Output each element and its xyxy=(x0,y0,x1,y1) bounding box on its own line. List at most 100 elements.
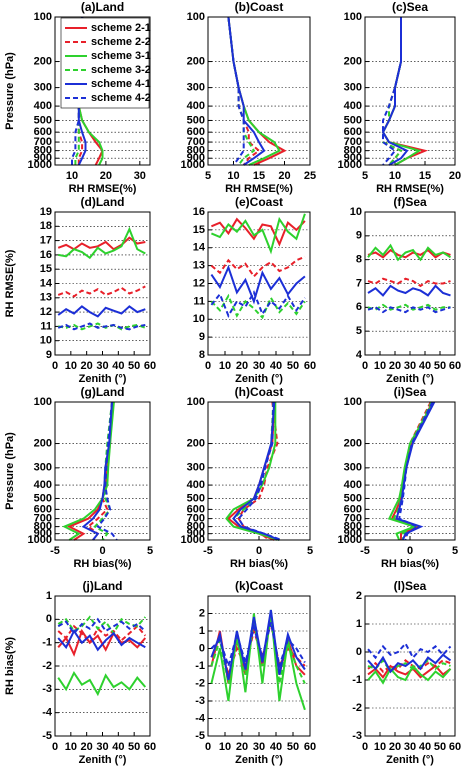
plot-frame xyxy=(207,595,311,737)
legend-label: scheme 2-2 xyxy=(91,36,151,48)
y-tick-label: 200 xyxy=(187,437,205,449)
x-tick-label: 5 xyxy=(147,545,153,557)
y-tick-label: 400 xyxy=(344,479,362,491)
y-tick-label: 12 xyxy=(193,277,205,289)
series-line xyxy=(237,401,282,541)
y-axis-label: Pressure (hPa) xyxy=(4,52,16,130)
panel-title: (g)Land xyxy=(81,385,125,399)
series-line xyxy=(227,16,287,166)
y-tick-label: 400 xyxy=(34,479,52,491)
y-tick-label: 100 xyxy=(34,11,52,23)
y-tick-label: 11 xyxy=(40,320,52,332)
y-tick-label: 900 xyxy=(344,528,362,540)
y-tick-label: 10 xyxy=(193,313,205,325)
plot-frame xyxy=(54,211,151,356)
x-axis-label: Zenith (°) xyxy=(386,754,434,766)
x-tick-label: 10 xyxy=(219,360,231,372)
y-tick-label: 800 xyxy=(34,145,52,157)
y-tick-label: 15 xyxy=(193,224,205,236)
panel: (b)Coast 100 200 300 400 50060070080090010005… xyxy=(181,0,317,195)
y-tick-label: 10 xyxy=(40,335,52,347)
x-tick-label: 5 xyxy=(362,170,368,182)
series-line xyxy=(227,16,261,166)
x-axis-label: RH bias(%) xyxy=(230,558,288,570)
x-tick-label: 50 xyxy=(434,741,446,753)
y-tick-label: 300 xyxy=(34,462,52,474)
x-tick-label: 50 xyxy=(287,741,299,753)
series-line xyxy=(367,248,451,259)
series-line xyxy=(367,303,451,311)
series-line xyxy=(57,305,146,318)
y-tick-label: -2 xyxy=(195,677,205,689)
y-tick-label: -3 xyxy=(352,730,362,742)
x-tick-label: 5 xyxy=(452,545,458,557)
x-tick-label: 60 xyxy=(144,360,156,372)
panel-title: (c)Sea xyxy=(392,0,428,14)
series-line xyxy=(398,401,434,541)
y-tick-label: 9 xyxy=(199,331,205,343)
legend-box xyxy=(60,17,150,109)
y-tick-label: 200 xyxy=(344,55,362,67)
series-line xyxy=(227,16,245,166)
x-axis-label: RH RMSE(%) xyxy=(69,183,137,195)
series-line xyxy=(367,641,452,660)
series-line xyxy=(96,401,118,541)
y-tick-label: 9 xyxy=(46,349,52,361)
y-tick-label: 0 xyxy=(199,642,205,654)
x-tick-label: 50 xyxy=(287,360,299,372)
series-line xyxy=(210,293,306,320)
y-tick-label: 600 xyxy=(344,126,362,138)
series-line xyxy=(57,617,146,635)
x-tick-label: 10 xyxy=(65,741,77,753)
y-tick-label: 11 xyxy=(193,295,205,307)
y-tick-label: 600 xyxy=(344,503,362,515)
series-line xyxy=(210,264,306,305)
y-tick-label: 2 xyxy=(356,590,362,602)
y-tick-label: 900 xyxy=(34,528,52,540)
y-tick-label: 1 xyxy=(356,618,362,630)
panel-title: (b)Coast xyxy=(235,0,284,14)
series-line xyxy=(232,401,278,541)
x-tick-label: 10 xyxy=(66,170,78,182)
plot-frame xyxy=(364,401,456,541)
y-tick-label: 500 xyxy=(187,114,205,126)
x-tick-label: -5 xyxy=(50,545,60,557)
y-tick-label: 900 xyxy=(187,152,205,164)
legend-label: scheme 4-2 xyxy=(91,92,151,104)
y-tick-label: 1 xyxy=(199,625,205,637)
panel-title: (f)Sea xyxy=(393,195,427,209)
y-tick-label: 600 xyxy=(34,503,52,515)
y-tick-label: 600 xyxy=(187,126,205,138)
series-line xyxy=(367,306,451,314)
y-axis-label: Pressure (hPa) xyxy=(4,432,16,510)
y-tick-label: -1 xyxy=(352,674,362,686)
x-tick-label: 0 xyxy=(362,360,368,372)
panel-title: (a)Land xyxy=(81,0,124,14)
y-tick-label: 1000 xyxy=(181,534,205,546)
x-tick-label: 60 xyxy=(144,741,156,753)
y-tick-label: 800 xyxy=(344,145,362,157)
series-line xyxy=(211,213,306,255)
x-tick-label: 25 xyxy=(304,170,316,182)
y-tick-label: -1 xyxy=(42,637,52,649)
y-tick-label: 300 xyxy=(187,82,205,94)
y-tick-label: 900 xyxy=(187,528,205,540)
y-tick-label: 14 xyxy=(40,277,53,289)
x-tick-label: 30 xyxy=(134,170,146,182)
x-tick-label: 40 xyxy=(270,741,282,753)
y-tick-label: 500 xyxy=(34,492,52,504)
x-tick-label: 0 xyxy=(362,741,368,753)
plot-frame xyxy=(364,211,456,356)
series-line xyxy=(367,658,451,674)
x-tick-label: 60 xyxy=(304,741,316,753)
y-tick-label: 1000 xyxy=(338,534,362,546)
x-tick-label: 20 xyxy=(449,170,461,182)
y-tick-label: 200 xyxy=(187,55,205,67)
x-tick-label: 60 xyxy=(449,741,461,753)
x-tick-label: 0 xyxy=(52,741,58,753)
y-tick-label: 1000 xyxy=(338,159,362,171)
y-tick-label: 13 xyxy=(193,260,205,272)
x-tick-label: 0 xyxy=(407,545,413,557)
y-tick-label: -3 xyxy=(195,695,205,707)
